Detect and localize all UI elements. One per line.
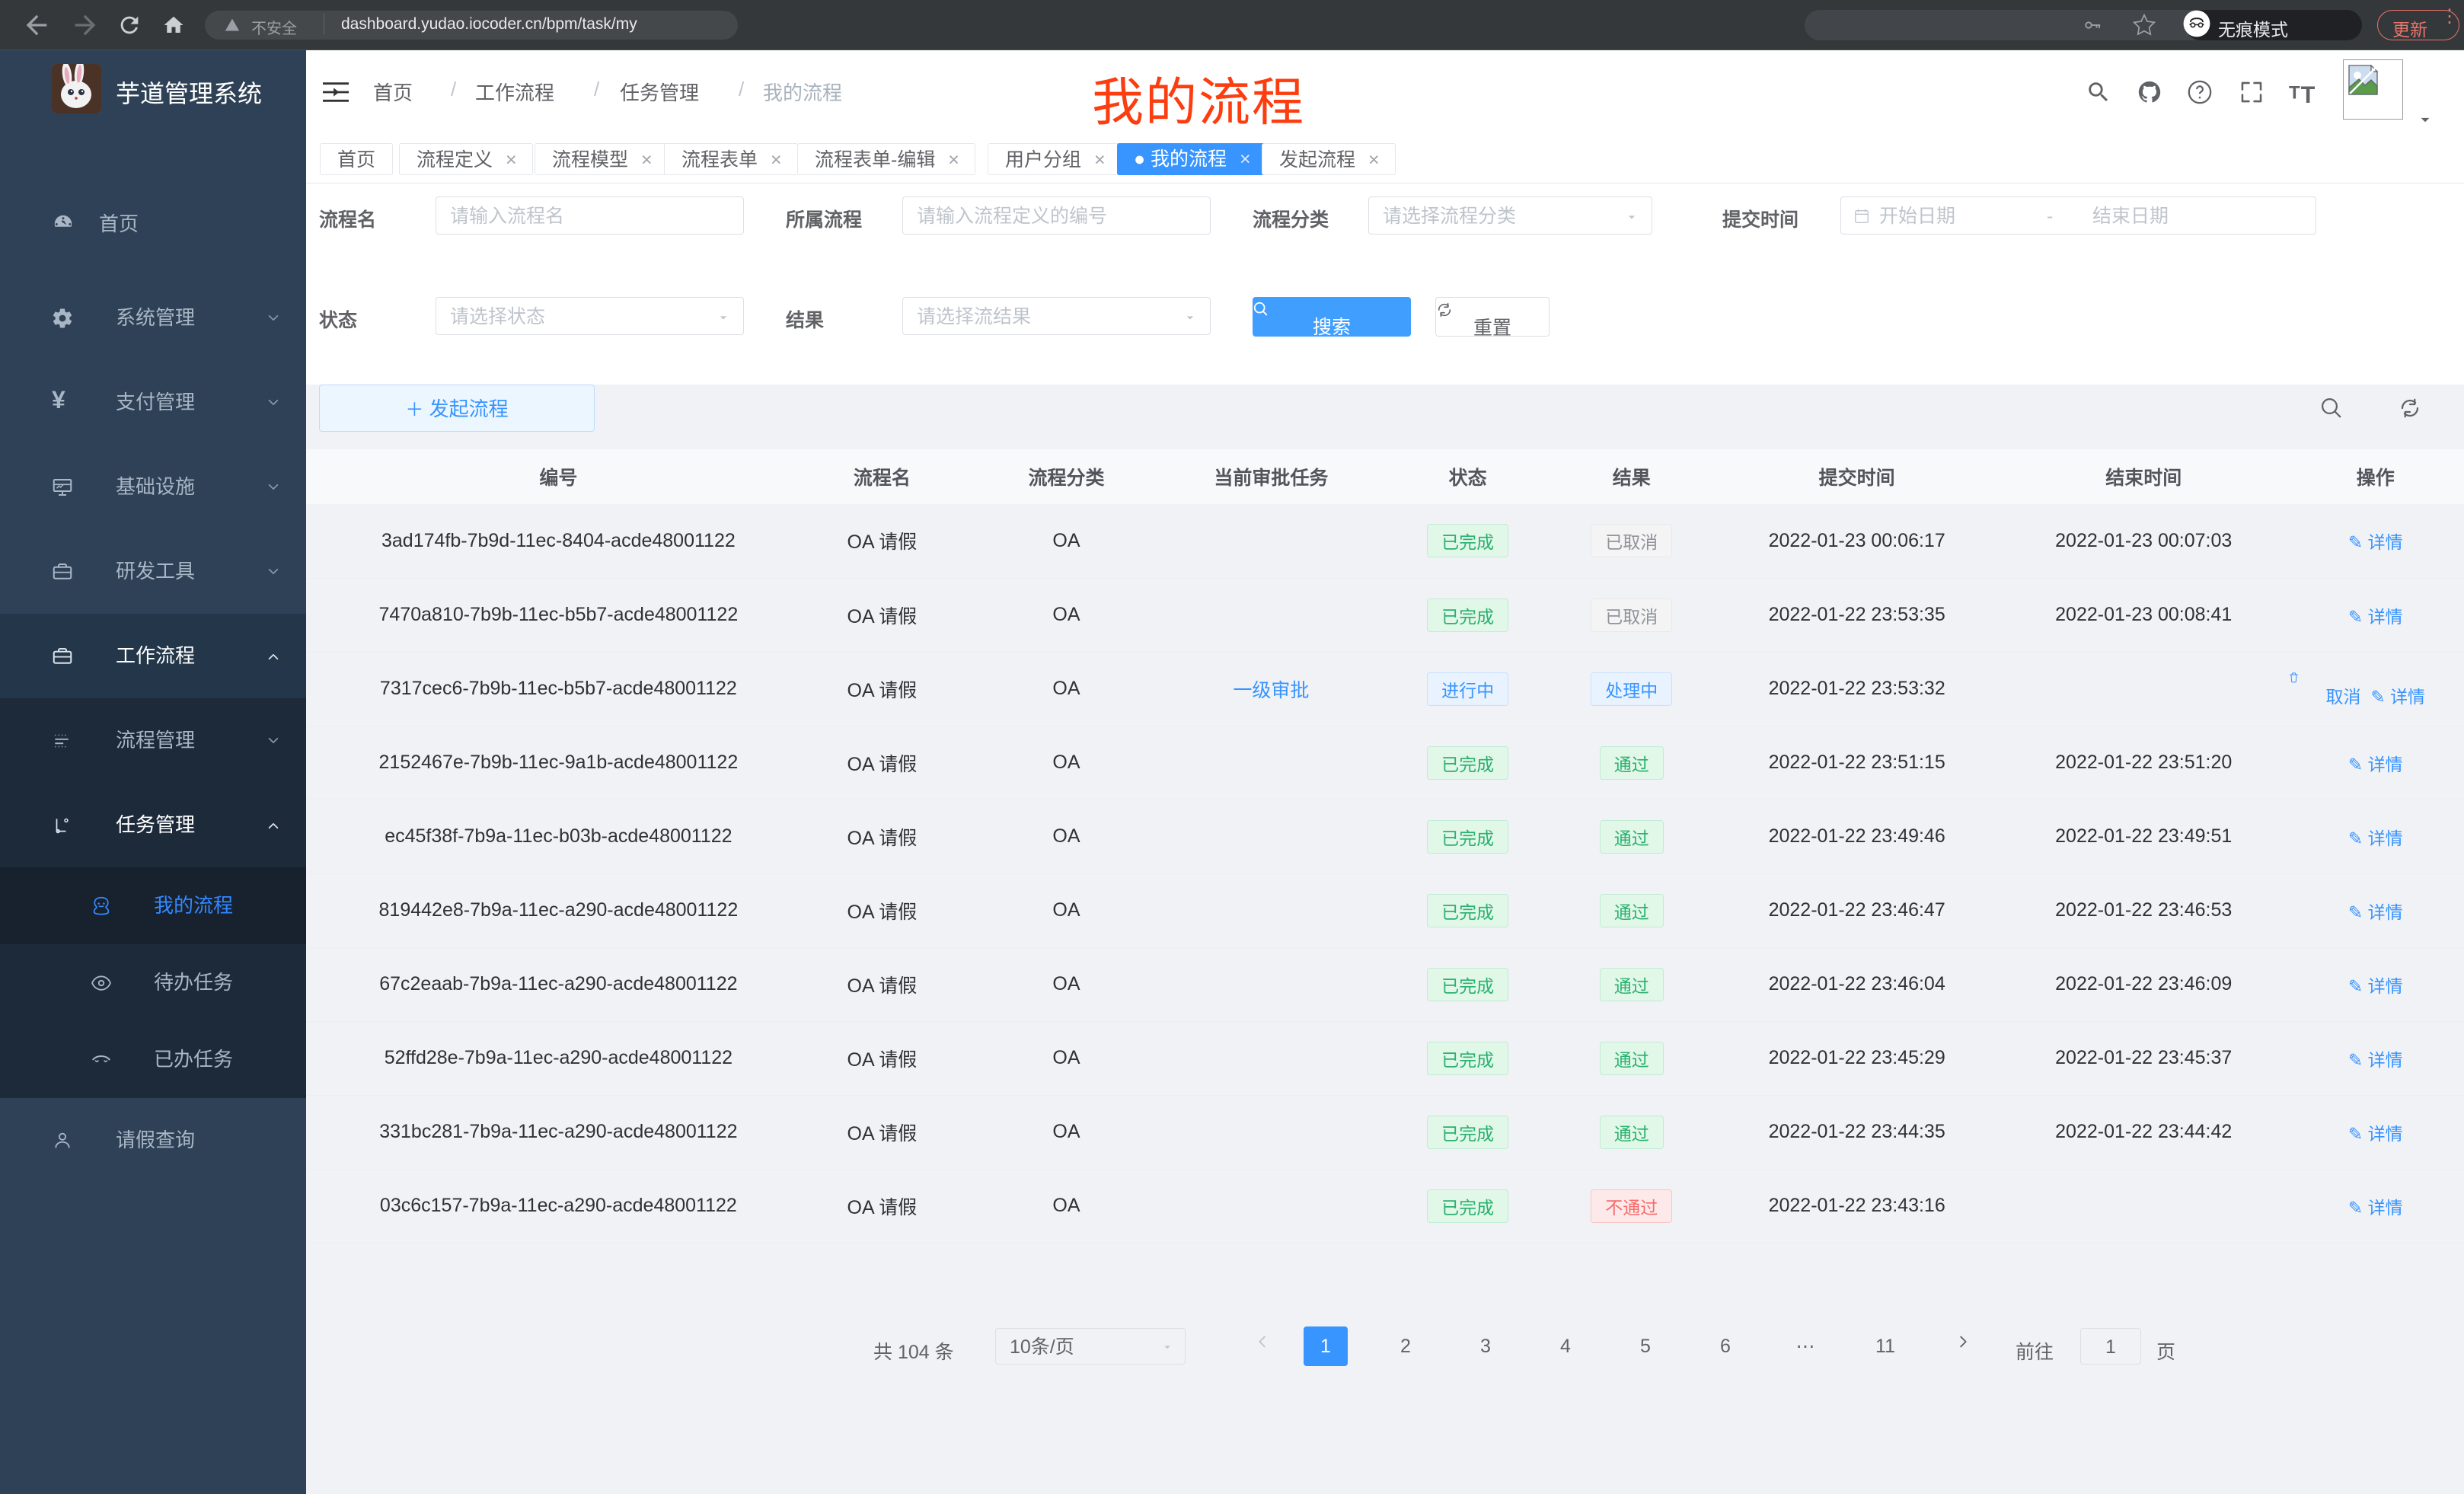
svg-text:T: T — [2289, 83, 2300, 104]
svg-text:T: T — [2301, 81, 2315, 105]
